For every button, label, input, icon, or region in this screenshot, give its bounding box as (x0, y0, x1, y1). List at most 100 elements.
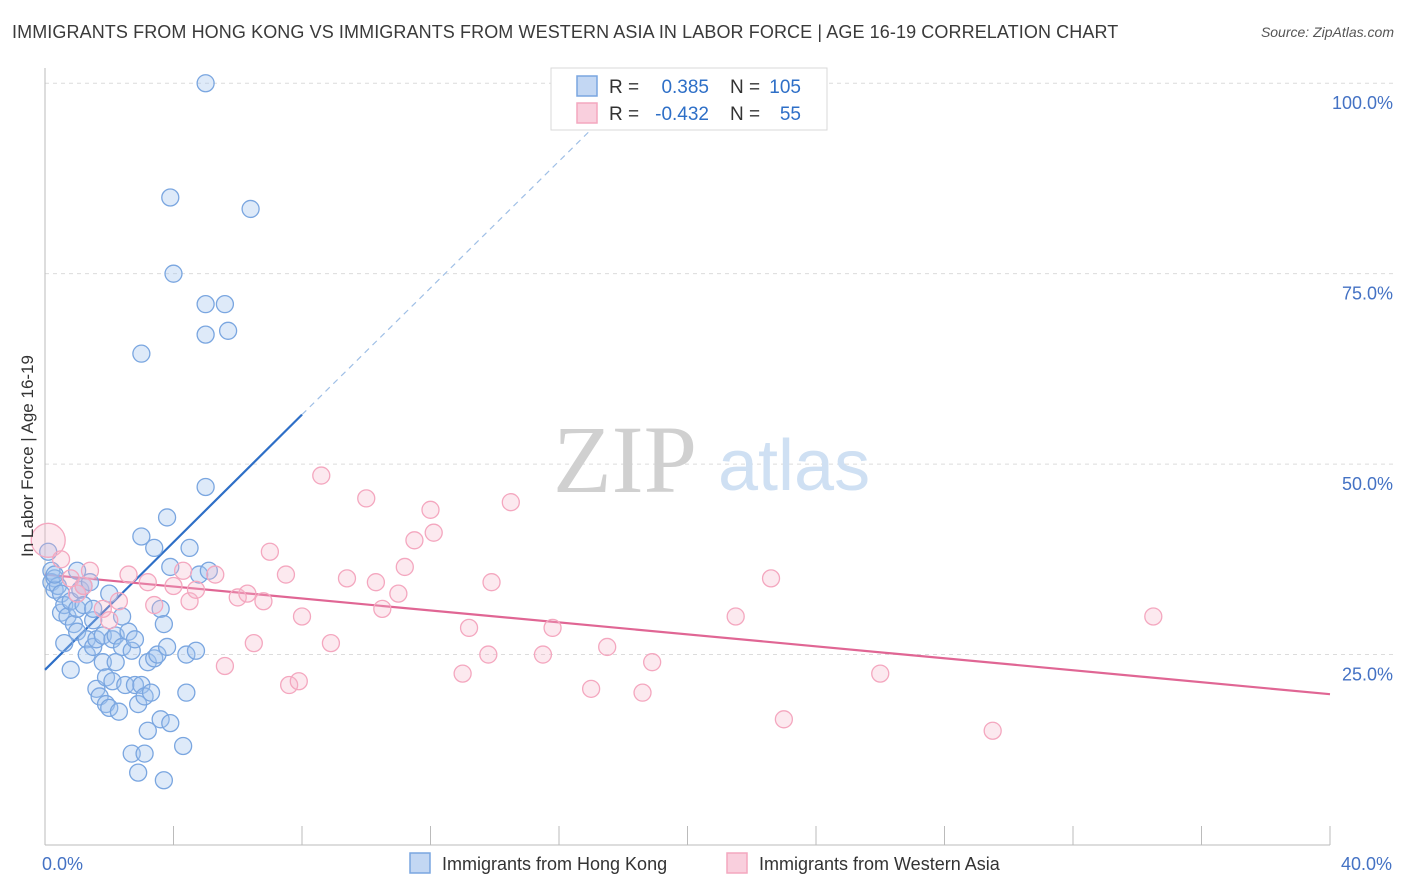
scatter-point-series-1 (215, 656, 235, 676)
scatter-point-series-1 (244, 633, 263, 653)
scatter-point-series-0 (157, 508, 177, 527)
x-tick-label: 40.0% (1341, 854, 1392, 874)
scatter-point-series-0 (45, 565, 64, 584)
scatter-point-series-1 (254, 592, 273, 611)
scatter-point-series-1 (501, 493, 520, 512)
scatter-point-series-0 (215, 294, 235, 314)
x-tick-label: 0.0% (42, 854, 83, 874)
scatter-point-series-0 (122, 744, 141, 763)
scatter-point-series-1 (186, 580, 206, 599)
legend-n-label-2: N = (730, 104, 760, 125)
scatter-point-series-1 (138, 573, 157, 592)
watermark-atlas: atlas (718, 426, 870, 506)
scatter-point-series-1 (871, 664, 890, 683)
scatter-point-series-0 (196, 477, 215, 497)
scatter-point-series-0 (122, 641, 141, 660)
scatter-point-series-1 (482, 573, 501, 592)
scatter-point-series-1 (145, 595, 164, 615)
scatter-point-series-1 (238, 584, 257, 603)
scatter-point-series-1 (228, 588, 247, 607)
bottom-legend-label-western-asia: Immigrants from Western Asia (759, 854, 1001, 874)
scatter-point-series-1 (643, 653, 662, 672)
scatter-point-series-0 (129, 763, 148, 782)
legend-n-value-1: 105 (769, 77, 801, 98)
scatter-point-series-1 (761, 569, 781, 588)
scatter-point-series-1 (276, 565, 296, 584)
scatter-point-series-0 (125, 630, 145, 649)
scatter-point-series-0 (196, 325, 215, 344)
y-tick-label: 25.0% (1342, 665, 1393, 685)
scatter-point-series-1 (100, 611, 119, 630)
legend-r-value-2: -0.432 (655, 104, 709, 125)
scatter-point-series-1 (1144, 607, 1163, 626)
scatter-point-series-0 (74, 595, 93, 615)
scatter-point-series-1 (479, 645, 498, 664)
scatter-point-series-0 (161, 188, 180, 207)
scatter-point-series-0 (61, 660, 80, 679)
trendlines (44, 113, 1331, 696)
scatter-point-series-0 (135, 744, 154, 763)
scatter-point-series-0 (180, 538, 199, 558)
scatter-point-series-0 (116, 675, 135, 695)
scatter-point-series-0 (84, 599, 103, 619)
scatter-point-series-1 (389, 584, 408, 603)
scatter-point-series-0 (67, 622, 87, 641)
y-tick-label: 75.0% (1342, 284, 1393, 304)
scatter-point-series-1 (373, 599, 392, 619)
scatter-point-series-0 (100, 584, 119, 603)
scatter-point-series-0 (106, 653, 125, 672)
scatter-point-series-0 (100, 698, 119, 718)
legend-n-label-1: N = (730, 77, 760, 98)
scatter-point-series-1 (533, 645, 553, 664)
legend-n-value-2: 55 (780, 104, 801, 125)
scatter-point-series-1 (581, 679, 601, 698)
scatter-point-series-1 (109, 592, 129, 611)
scatter-point-series-1 (51, 550, 71, 569)
scatter-point-series-0 (132, 675, 151, 695)
scatter-point-series-1 (366, 573, 386, 592)
scatter-point-series-1 (633, 683, 652, 702)
scatter-point-series-1 (173, 561, 193, 580)
scatter-point-series-1 (279, 675, 299, 695)
chart-title: IMMIGRANTS FROM HONG KONG VS IMMIGRANTS … (12, 22, 1119, 42)
scatter-point-series-0 (151, 710, 170, 729)
scatter-point-series-0 (132, 344, 151, 363)
scatter-point-series-0 (161, 713, 180, 733)
legend-r-label-2: R = (609, 104, 639, 125)
scatter-point-series-1 (453, 664, 472, 683)
scatter-point-series-0 (196, 294, 215, 314)
data-points (30, 74, 1163, 790)
y-tick-label: 100.0% (1332, 93, 1393, 113)
scatter-point-series-0 (141, 683, 161, 702)
watermark: ZIP atlas (553, 406, 870, 513)
scatter-point-series-1 (321, 633, 341, 653)
gridlines (45, 82, 1395, 656)
scatter-point-series-1 (395, 557, 414, 577)
legend-swatch-hong-kong (576, 75, 598, 97)
tick-labels: 25.0% 50.0% 75.0% 100.0% 0.0% 40.0% (42, 93, 1393, 874)
trend-line-extension-0 (301, 113, 608, 416)
scatter-point-series-0 (218, 321, 238, 340)
scatter-point-series-1 (260, 542, 280, 561)
scatter-point-series-1 (180, 592, 199, 611)
scatter-point-series-0 (109, 702, 129, 721)
scatter-point-series-1 (459, 618, 479, 638)
scatter-point-series-0 (196, 74, 215, 93)
scatter-point-series-0 (177, 683, 196, 702)
scatter-point-series-0 (157, 637, 177, 657)
source-credit: Source: ZipAtlas.com (1260, 24, 1394, 40)
scatter-point-series-1 (312, 466, 331, 485)
scatter-point-series-0 (51, 584, 71, 603)
scatter-point-series-0 (148, 645, 167, 664)
scatter-point-series-1 (726, 607, 745, 626)
scatter-point-series-1 (119, 565, 138, 584)
scatter-point-series-1 (543, 618, 562, 638)
scatter-point-series-1 (424, 523, 443, 542)
scatter-point-series-1 (206, 565, 225, 584)
scatter-point-series-0 (93, 653, 112, 672)
bottom-legend-label-hong-kong: Immigrants from Hong Kong (442, 854, 667, 874)
bottom-legend-swatch-hong-kong (409, 852, 431, 874)
scatter-point-series-0 (186, 641, 206, 660)
scatter-point-series-1 (93, 599, 112, 619)
